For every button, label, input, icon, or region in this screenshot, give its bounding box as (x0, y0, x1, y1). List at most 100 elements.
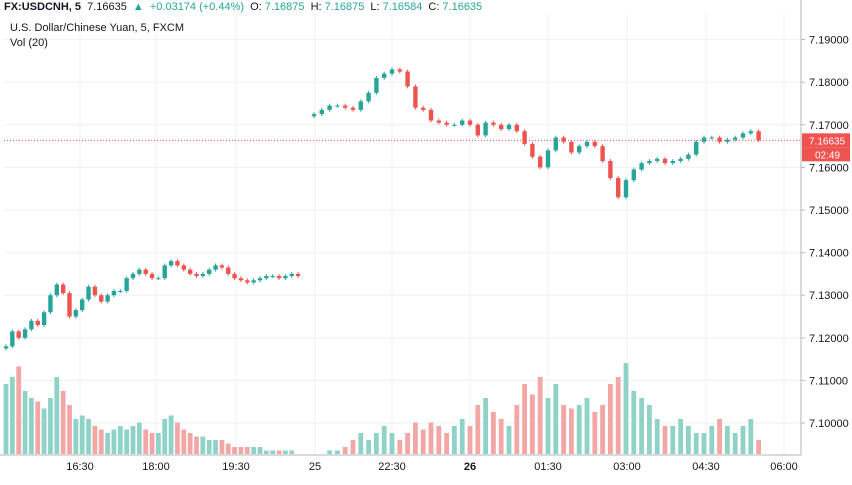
volume-bar (225, 443, 231, 454)
volume-bar (717, 419, 722, 454)
volume-bar (545, 398, 551, 454)
candle-body (569, 141, 574, 153)
candle-body (413, 86, 418, 108)
candle-body (678, 158, 683, 161)
volume-bar (283, 450, 288, 454)
close-label: C: (428, 1, 440, 13)
volume-legend[interactable]: Vol (20) (10, 37, 48, 49)
volume-bar (701, 433, 707, 454)
x-tick-label: 03:00 (613, 461, 641, 473)
candle-body (553, 137, 558, 151)
price-tag-box (802, 133, 850, 148)
candle-body (295, 273, 301, 277)
candle-body (670, 161, 675, 164)
x-tick-label: 04:30 (692, 461, 720, 473)
candle-body (149, 273, 155, 279)
candle-body (748, 131, 753, 134)
volume-bar (22, 391, 28, 454)
price-tag-label: 7.16635 (809, 136, 846, 147)
open-value: 7.16875 (264, 1, 305, 13)
candle-body (245, 280, 250, 283)
candle-body (219, 265, 225, 268)
candle-body (577, 146, 582, 153)
candle-body (639, 163, 644, 170)
candle-body (530, 143, 535, 157)
volume-bar (405, 433, 410, 454)
candle-body (10, 331, 15, 347)
volume-bar (276, 450, 282, 454)
x-tick-label: 16:30 (66, 461, 94, 473)
countdown-label: 02:49 (815, 150, 840, 161)
candle-body (397, 69, 402, 72)
series-legend[interactable]: U.S. Dollar/Chinese Yuan, 5, FXCM (10, 22, 185, 34)
candle-body (366, 92, 371, 102)
volume-bar (662, 426, 668, 454)
volume-bar (569, 408, 574, 454)
candle-body (335, 105, 340, 107)
volume-bar (130, 426, 136, 454)
candle-body (80, 299, 85, 311)
candle-body (686, 154, 691, 159)
candle-body (35, 320, 40, 326)
volume-bar (187, 433, 193, 454)
volume-bar (725, 426, 730, 454)
y-tick-label: 7.13000 (809, 290, 849, 302)
y-tick-label: 7.18000 (809, 77, 849, 89)
candle-body (105, 295, 110, 302)
candle-body (92, 286, 98, 296)
candle-body (111, 290, 117, 296)
candle-body (187, 269, 193, 274)
volume-bar (428, 422, 434, 454)
volume-bar (498, 419, 504, 454)
volume-bar (162, 419, 168, 454)
volume-bar (60, 391, 66, 454)
candle-body (623, 180, 629, 198)
volume-bar (600, 405, 605, 454)
volume-bar (92, 426, 98, 454)
volume-bar (35, 401, 41, 454)
volume-bar (124, 429, 130, 454)
open-label: O: (250, 1, 262, 13)
candle-body (86, 286, 91, 300)
volume-bar (200, 436, 206, 454)
candle-body (545, 150, 551, 168)
volume-bar (623, 363, 629, 454)
candle-body (717, 137, 722, 142)
volume-bar (213, 440, 218, 454)
volume-bar (16, 366, 22, 454)
volume-bar (615, 377, 621, 454)
x-tick-label: 22:30 (378, 461, 406, 473)
volume-bar (631, 391, 637, 454)
volume-bar (467, 426, 473, 454)
candle-body (350, 107, 356, 110)
candle-body (67, 293, 72, 317)
volume-bar (54, 377, 60, 454)
volume-bar (452, 426, 457, 454)
candle-body (257, 278, 263, 281)
candle-body (756, 131, 761, 141)
volume-bar (639, 398, 644, 454)
candle-body (54, 284, 59, 296)
low-label: L: (370, 1, 380, 13)
volume-bar (79, 415, 85, 454)
volume-bar (156, 433, 161, 454)
volume-bar (175, 422, 180, 454)
volume-bar (389, 433, 395, 454)
candle-body (600, 146, 605, 161)
volume-bar (263, 450, 269, 454)
candle-body (41, 312, 47, 326)
volume-bar (693, 433, 699, 454)
candle-body (143, 269, 148, 274)
volume-bar (483, 398, 488, 454)
volume-bar (436, 426, 442, 454)
candle-body (124, 278, 129, 291)
candle-body (99, 295, 104, 302)
candle-body (181, 265, 186, 270)
x-tick-label: 26 (464, 461, 476, 473)
candle-body (592, 141, 597, 147)
volume-bar (111, 429, 117, 454)
symbol-label[interactable]: FX:USDCNH, 5 (4, 1, 82, 13)
candle-body (483, 122, 488, 136)
candle-body (421, 107, 426, 110)
